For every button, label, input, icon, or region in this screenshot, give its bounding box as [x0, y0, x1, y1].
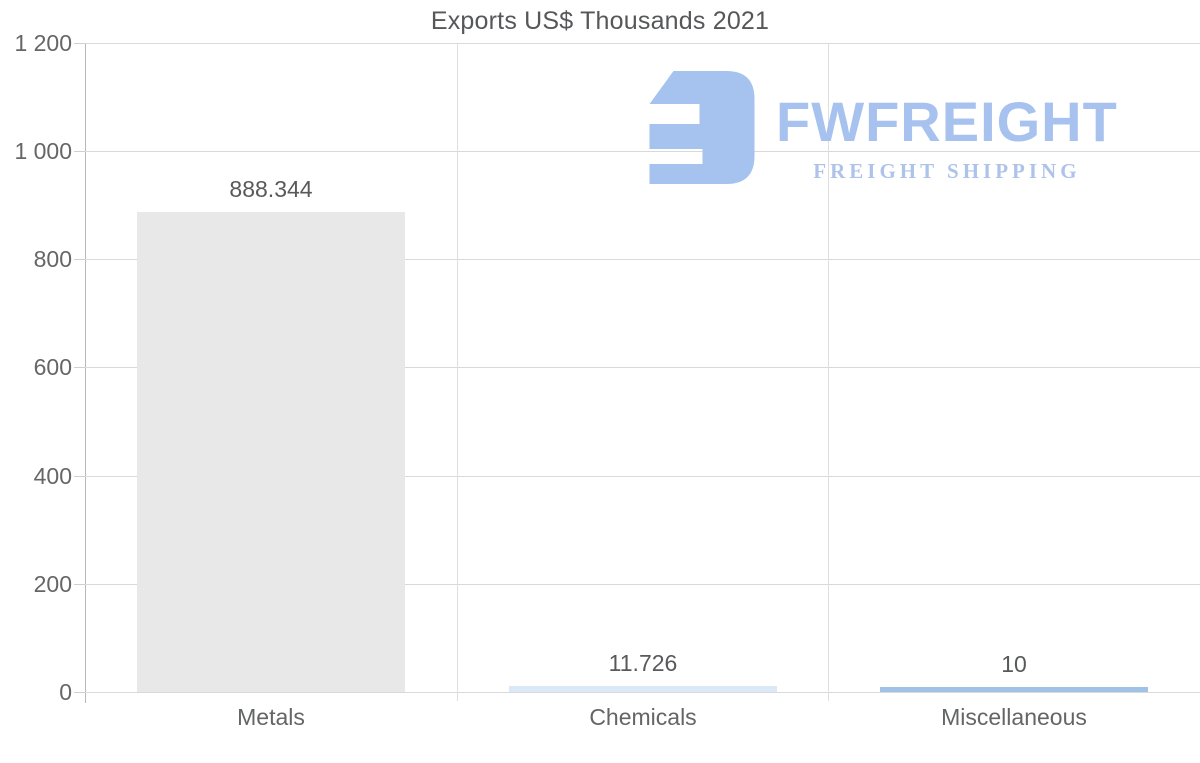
y-tick-label-1200: 1 200 — [14, 30, 72, 56]
brand-name: FWFREIGHT — [776, 90, 1118, 153]
chart-title: Exports US$ Thousands 2021 — [430, 7, 770, 35]
y-tick-mark-1000 — [74, 151, 85, 152]
y-tick-mark-400 — [74, 476, 85, 477]
y-tick-label-1000: 1 000 — [14, 138, 72, 164]
y-tick-mark-800 — [74, 259, 85, 260]
y-tick-mark-1200 — [74, 43, 85, 44]
y-tick-mark-0 — [74, 692, 85, 693]
y-tick-mark-600 — [74, 367, 85, 368]
fwfreight-logo-icon — [649, 71, 755, 184]
y-tick-mark-200 — [74, 584, 85, 585]
gridline-1000 — [85, 151, 1200, 152]
brand-tagline: FREIGHT SHIPPING — [813, 159, 1081, 183]
column-separator-2 — [828, 43, 829, 701]
gridline-0 — [85, 692, 1200, 693]
y-tick-label-200: 200 — [33, 571, 72, 597]
watermark-logo: FWFREIGHT FREIGHT SHIPPING — [649, 71, 1118, 184]
logo-text-block: FWFREIGHT FREIGHT SHIPPING — [776, 94, 1118, 184]
plot-area: 888.344 11.726 10 — [74, 43, 1200, 703]
y-axis-line — [85, 43, 86, 703]
gridline-600 — [85, 367, 1200, 368]
bar-metals — [137, 212, 405, 692]
bar-miscellaneous — [880, 687, 1148, 692]
y-tick-label-400: 400 — [33, 463, 72, 489]
x-axis-label-metals: Metals — [237, 704, 305, 730]
value-label-chemicals: 11.726 — [608, 650, 678, 676]
x-axis-label-miscellaneous: Miscellaneous — [941, 704, 1087, 730]
gridline-200 — [85, 584, 1200, 585]
value-label-miscellaneous: 10 — [1001, 651, 1027, 677]
gridline-1200 — [85, 43, 1200, 44]
y-tick-label-800: 800 — [33, 246, 72, 272]
x-axis-category-labels: Metals Chemicals Miscellaneous — [85, 704, 1200, 740]
y-tick-label-0: 0 — [59, 679, 72, 705]
y-tick-label-600: 600 — [33, 354, 72, 380]
value-label-metals: 888.344 — [229, 176, 313, 202]
x-axis-label-chemicals: Chemicals — [589, 704, 697, 730]
gridline-400 — [85, 476, 1200, 477]
column-separator-1 — [457, 43, 458, 701]
bar-chemicals — [509, 686, 777, 692]
gridline-800 — [85, 259, 1200, 260]
